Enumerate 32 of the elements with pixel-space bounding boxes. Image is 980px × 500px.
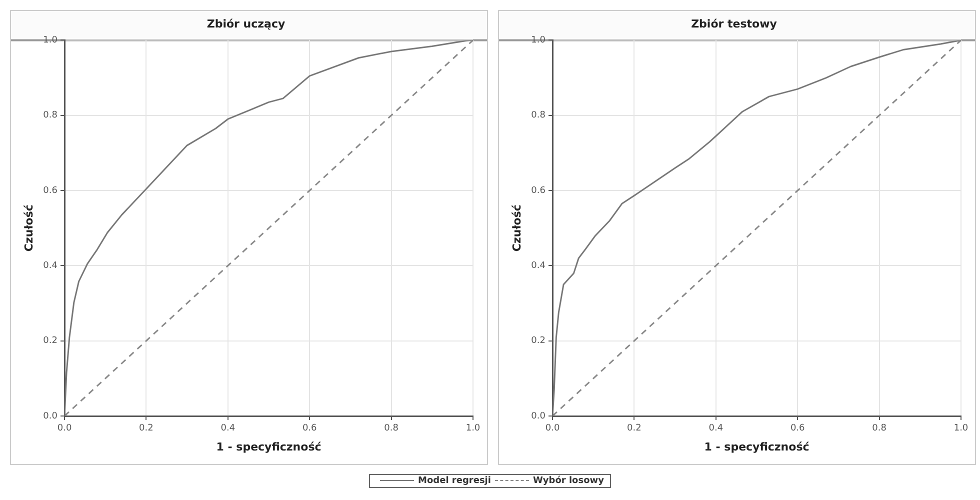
legend-label: Model regresji [418, 476, 491, 486]
y-tick-label: 1.0 [531, 36, 546, 46]
y-tick-label: 0.8 [531, 110, 546, 121]
y-tick-label: 0.4 [43, 261, 58, 272]
y-tick-label: 0.2 [531, 336, 546, 346]
chart-title: Zbiór testowy [691, 17, 777, 30]
y-tick-label: 0.2 [43, 336, 58, 346]
legend-label: Wybór losowy [532, 476, 604, 486]
x-tick-label: 0.4 [708, 424, 724, 434]
x-tick-label: 0.4 [220, 424, 236, 434]
x-tick-label: 0.8 [872, 424, 887, 434]
x-tick-label: 0.2 [139, 424, 154, 434]
y-axis-title: Czułość [22, 204, 36, 252]
y-tick-label: 0.0 [43, 411, 58, 422]
x-tick-label: 1.0 [466, 424, 480, 434]
x-tick-label: 0.0 [57, 424, 72, 434]
y-tick-label: 0.6 [531, 186, 546, 196]
y-tick-label: 0.0 [531, 411, 546, 422]
y-tick-label: 0.6 [43, 186, 58, 196]
x-tick-label: 1.0 [954, 424, 968, 434]
x-axis-title: 1 - specyficzność [704, 440, 810, 454]
y-tick-label: 1.0 [43, 36, 58, 46]
chart-title: Zbiór uczący [206, 17, 286, 30]
y-axis-title: Czułość [510, 204, 524, 252]
y-tick-label: 0.4 [531, 261, 546, 272]
y-tick-label: 0.8 [43, 110, 58, 121]
x-tick-label: 0.8 [384, 424, 399, 434]
x-tick-label: 0.2 [627, 424, 642, 434]
x-tick-label: 0.6 [302, 424, 318, 434]
x-axis-title: 1 - specyficzność [216, 440, 322, 454]
x-tick-label: 0.0 [545, 424, 560, 434]
x-tick-label: 0.6 [790, 424, 806, 434]
